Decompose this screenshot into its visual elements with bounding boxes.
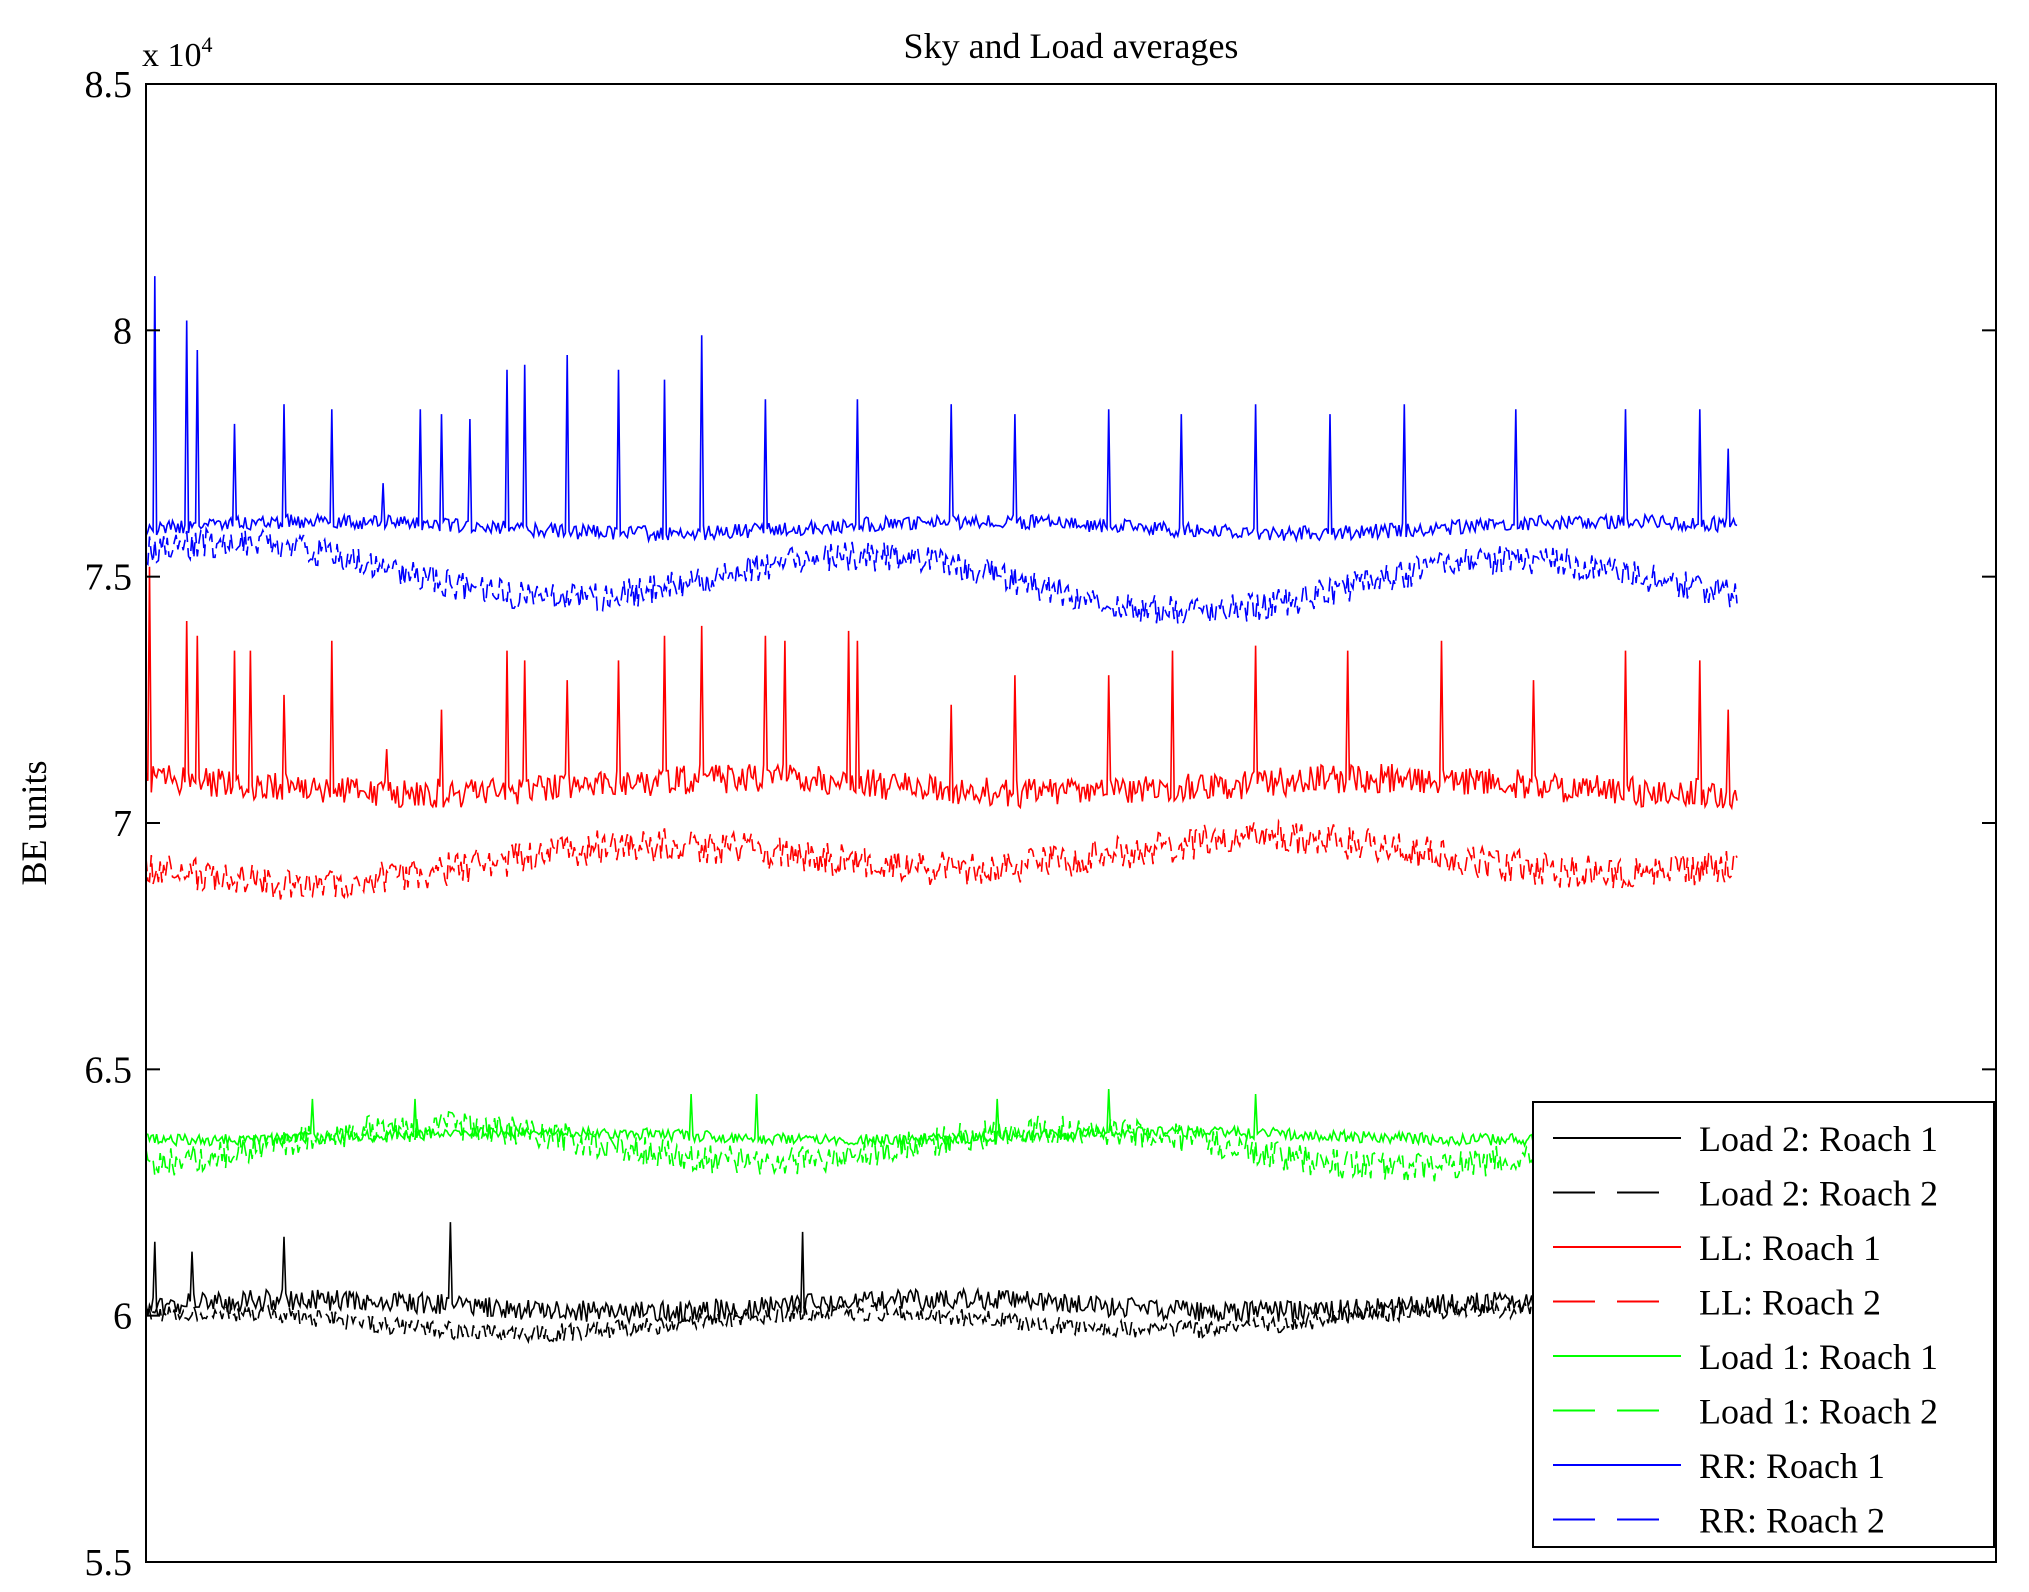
legend: Load 2: Roach 1 Load 2: Roach 2 LL: Roach …: [1532, 1101, 1995, 1548]
series-ll-roach-2: [145, 818, 1738, 900]
series-load-1-roach-1: [145, 1088, 1738, 1149]
y-tick-label: 8: [113, 310, 132, 352]
legend-label: LL: Roach 1: [1699, 1228, 1881, 1268]
series-rr-roach-1: [145, 276, 1738, 544]
series-layer: [145, 276, 1738, 1345]
legend-label: RR: Roach 2: [1699, 1501, 1885, 1541]
y-exponent-base: x 10: [142, 37, 202, 74]
y-tick-label: 6: [113, 1296, 132, 1338]
series-ll-roach-1: [145, 566, 1738, 811]
legend-label: Load 2: Roach 2: [1699, 1174, 1938, 1214]
legend-label: Load 1: Roach 1: [1699, 1337, 1938, 1377]
y-tick-label: 6.5: [85, 1049, 133, 1091]
y-tick-label: 7: [113, 803, 132, 845]
series-rr-roach-2: [145, 525, 1738, 625]
legend-box: [1532, 1101, 1995, 1548]
series-load-2-roach-1: [145, 1222, 1738, 1326]
chart-title: Sky and Load averages: [904, 26, 1239, 66]
y-tick-label: 7.5: [85, 557, 133, 599]
legend-label: LL: Roach 2: [1699, 1283, 1881, 1323]
y-tick-label: 5.5: [85, 1542, 133, 1584]
y-tick-label: 8.5: [85, 64, 133, 106]
legend-label: Load 1: Roach 2: [1699, 1392, 1938, 1432]
series-load-1-roach-2: [145, 1110, 1738, 1182]
y-axis-ticks: 5.5 6 6.5 7 7.5 8 8.5: [85, 64, 1996, 1584]
series-load-2-roach-2: [145, 1297, 1738, 1345]
y-exponent-power: 4: [202, 32, 213, 57]
legend-label: RR: Roach 1: [1699, 1446, 1885, 1486]
legend-label: Load 2: Roach 1: [1699, 1119, 1938, 1159]
y-axis-label: BE units: [14, 760, 54, 885]
y-exponent-label: x 104: [142, 32, 213, 74]
